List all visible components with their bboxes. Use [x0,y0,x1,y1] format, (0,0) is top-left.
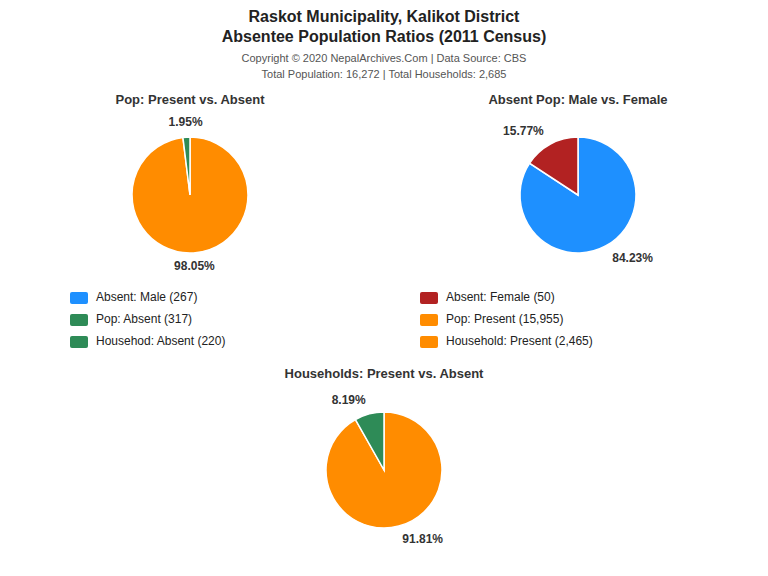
subtitle: Total Population: 16,272 | Total Househo… [262,68,507,80]
pie-chart: Pop: Present vs. Absent 98.05% 1.95% [115,92,265,273]
subtitle: Copyright © 2020 NepalArchives.Com | Dat… [242,52,527,64]
data-label: 8.19% [332,393,366,407]
legend-entry: Absent: Female (50) [446,290,555,304]
pie-slice [529,137,578,195]
pie-chart: Absent Pop: Male vs. Female 84.23% 15.77% [488,92,667,265]
legend-entry: Household: Present (2,465) [446,334,593,348]
data-label: 84.23% [612,251,653,265]
chart-title: Absent Pop: Male vs. Female [488,92,667,107]
legend-swatch [420,314,438,326]
legend-swatch [420,292,438,304]
pie-slice [326,412,442,528]
chart-title: Pop: Present vs. Absent [115,92,265,107]
title: Raskot Municipality, Kalikot District [249,8,521,25]
data-label: 98.05% [174,259,215,273]
data-label: 1.95% [169,115,203,129]
data-label: 15.77% [503,124,544,138]
legend-swatch [70,314,88,326]
pie-chart: Households: Present vs. Absent 91.81% 8.19… [285,366,485,546]
legend-swatch [70,336,88,348]
legend: Absent: Male (267) Pop: Absent (317) House… [70,290,593,348]
legend-swatch [70,292,88,304]
legend-swatch [420,336,438,348]
pie-slice [355,412,384,470]
data-label: 91.81% [402,532,443,546]
pie-slice [132,137,248,253]
chart-title: Households: Present vs. Absent [285,366,485,381]
legend-entry: Pop: Absent (317) [96,312,192,326]
legend-entry: Pop: Present (15,955) [446,312,563,326]
title: Absentee Population Ratios (2011 Census) [222,28,547,45]
legend-entry: Absent: Male (267) [96,290,197,304]
chart-root: Raskot Municipality, Kalikot District Abs… [0,0,768,576]
legend-entry: Househod: Absent (220) [96,334,225,348]
pie-slice [183,137,190,195]
pie-slice [520,137,636,253]
